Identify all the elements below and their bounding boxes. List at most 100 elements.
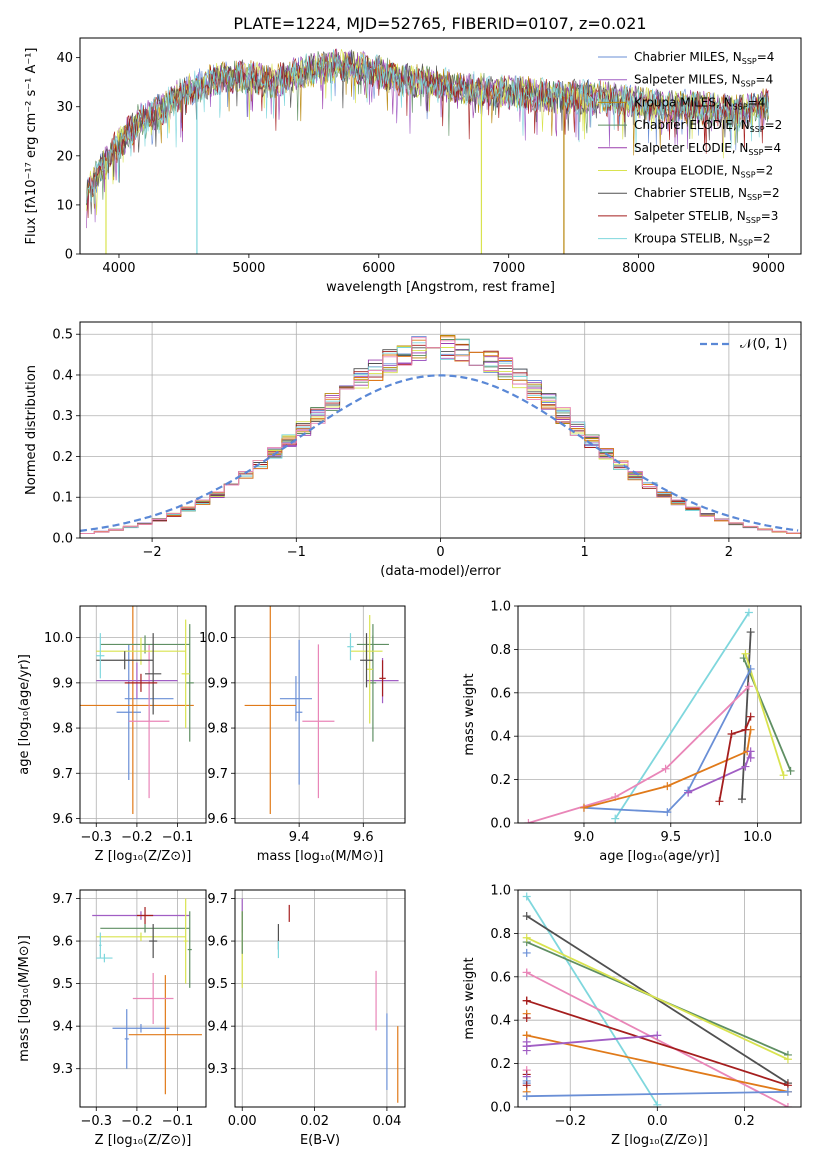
mass_vs_Z-frame: [79, 889, 207, 1108]
age_vs_Z-ytick-label: 9.9: [52, 676, 73, 691]
residual-histograms: [80, 335, 801, 535]
massweight_vs_age-marker: [524, 819, 533, 823]
histogram-pink: [80, 337, 801, 535]
legend-suffix: =2: [762, 186, 780, 200]
legend-suffix: =2: [753, 232, 771, 246]
residuals-xtick-label: 0: [436, 545, 444, 560]
massweight_vs_Z-marker: [783, 1087, 792, 1096]
massweight_vs_Z-line: [526, 999, 789, 1087]
mass_vs_ebv-xtick-label: 0.04: [372, 1114, 401, 1129]
massweight_vs_age-marker: [727, 730, 736, 739]
age_vs_Z-ytick-label: 10.0: [44, 631, 73, 646]
legend-suffix: =2: [756, 164, 774, 178]
legend-entry: Kroupa STELIB, NSSP=2: [634, 232, 771, 248]
spectrum-xtick-label: 5000: [232, 261, 265, 276]
massweight_vs_Z-line: [526, 936, 789, 1061]
massweight_vs_age-line: [744, 653, 785, 776]
mass_vs_Z-xlabel: Z [log₁₀(Z/Z⊙)]: [95, 1133, 192, 1148]
spectrum-xtick-label: 8000: [622, 261, 655, 276]
legend-label: Kroupa MILES, N: [634, 95, 733, 109]
massweight_vs_age-line: [614, 612, 750, 820]
age_vs_Z-xtick-label: −0.2: [121, 830, 153, 845]
spectrum-ytick-label: 40: [56, 51, 73, 66]
massweight_vs_Z-ytick-label: 0.0: [490, 1101, 511, 1116]
mass_vs_Z-ytick-label: 9.4: [52, 1020, 73, 1035]
massweight_vs_Z-marker: [522, 933, 531, 942]
legend-label: Kroupa ELODIE, N: [634, 164, 741, 178]
age_vs_Z-ylabel: age [log₁₀(age/yr)]: [17, 654, 32, 775]
massweight_vs_age-axes: [514, 605, 801, 827]
spectrum-ytick-label: 0: [65, 248, 73, 263]
age_vs_Z-xlabel: Z [log₁₀(Z/Z⊙)]: [95, 849, 192, 864]
massweight_vs_age-marker: [663, 808, 672, 817]
mass_vs_Z-ytick-label: 9.3: [52, 1062, 73, 1077]
spectrum-frame: [79, 37, 802, 255]
spectrum-line-salpeter-stelib: [86, 48, 769, 219]
age_vs_Z-ytick-label: 9.6: [52, 812, 73, 827]
massweight_vs_age-marker: [715, 797, 724, 806]
massweight_vs_Z-marker: [522, 892, 531, 901]
legend-sub: SSP: [741, 80, 756, 89]
normal-curve: [80, 374, 799, 532]
mass_vs_ebv-ytick-label: 9.3: [207, 1062, 228, 1077]
legend-entry: Chabrier STELIB, NSSP=2: [634, 186, 780, 202]
legend-entry: Kroupa ELODIE, NSSP=2: [634, 164, 773, 180]
massweight_vs_age-line: [718, 716, 752, 802]
residuals-ytick-label: 0.4: [52, 368, 73, 383]
age_vs_Z-ytick-label: 9.8: [52, 722, 73, 737]
legend-sub: SSP: [741, 171, 756, 180]
age_vs_mass-frame: [234, 605, 406, 824]
massweight_vs_Z-marker: [522, 912, 531, 921]
massweight_vs_age-frame: [517, 605, 802, 824]
legend-entry: Salpeter ELODIE, NSSP=4: [634, 141, 781, 157]
legend-suffix: =2: [765, 118, 783, 132]
age_vs_mass-ytick-label: 9.6: [207, 812, 228, 827]
mass_vs_ebv-ytick-label: 9.7: [207, 892, 228, 907]
age_vs_Z-xtick-label: −0.1: [162, 830, 194, 845]
plot-layer: 4000 5000 6000 7000 8000 9000010203040wavelen…: [17, 37, 802, 1148]
massweight_vs_age-marker: [779, 771, 788, 780]
residuals-ytick-label: 0.0: [52, 532, 73, 547]
mass_vs_Z-ylabel: mass [log₁₀(M/M⊙)]: [17, 935, 32, 1062]
massweight_vs_Z-marker-left: [522, 968, 531, 977]
spectrum-axes: [76, 57, 769, 258]
massweight_vs_age-ylabel: mass weight: [462, 673, 477, 755]
legend-label: Chabrier MILES, N: [634, 50, 742, 64]
massweight_vs_Z-marker: [783, 1055, 792, 1064]
residuals-xlabel: (data-model)/error: [380, 564, 501, 579]
spectrum-xtick-label: 9000: [752, 261, 785, 276]
legend-sub: SSP: [738, 239, 753, 248]
massweight_vs_Z-series: [522, 892, 792, 1107]
legend-sub: SSP: [750, 125, 765, 134]
figure-title: PLATE=1224, MJD=52765, FIBERID=0107, z=0…: [233, 14, 646, 33]
residuals-xtick-label: −1: [287, 545, 306, 560]
legend-label: Salpeter ELODIE, N: [634, 141, 748, 155]
legend-sub: SSP: [733, 102, 748, 111]
legend-sub: SSP: [746, 216, 761, 225]
age_vs_mass-xlabel: mass [log₁₀(M/M⊙)]: [257, 849, 384, 864]
massweight_vs_age-xlabel: age [log₁₀(age/yr)]: [599, 849, 720, 864]
massweight_vs_Z-marker-left: [522, 1046, 531, 1055]
legend-entry: Salpeter MILES, NSSP=4: [634, 73, 773, 89]
age_vs_mass-xtick-label: 9.4: [289, 830, 310, 845]
massweight_vs_Z-xtick-label: 0.2: [734, 1114, 755, 1129]
residuals-ylabel: Normed distribution: [24, 365, 39, 495]
massweight_vs_age-marker: [744, 682, 753, 691]
massweight_vs_age-marker: [746, 753, 755, 762]
massweight_vs_Z-ytick-label: 0.8: [490, 927, 511, 942]
mass_vs_Z-ytick-label: 9.6: [52, 935, 73, 950]
spectrum-xtick-label: 4000: [102, 261, 135, 276]
residuals-xtick-label: −2: [143, 545, 162, 560]
spectrum-ytick-label: 30: [56, 100, 73, 115]
massweight_vs_Z-line: [526, 1034, 658, 1048]
massweight_vs_Z-line: [526, 1034, 789, 1093]
residuals-frame: [79, 321, 802, 539]
legend-label: Salpeter MILES, N: [634, 73, 741, 87]
legend-sub: SSP: [748, 148, 763, 157]
spectrum-ytick-label: 20: [56, 149, 73, 164]
legend-sub: SSP: [747, 193, 762, 202]
massweight_vs_age-marker: [741, 762, 750, 771]
massweight_vs_age-line: [528, 685, 750, 823]
massweight_vs_age-marker: [579, 803, 588, 812]
legend-suffix: =4: [757, 50, 775, 64]
